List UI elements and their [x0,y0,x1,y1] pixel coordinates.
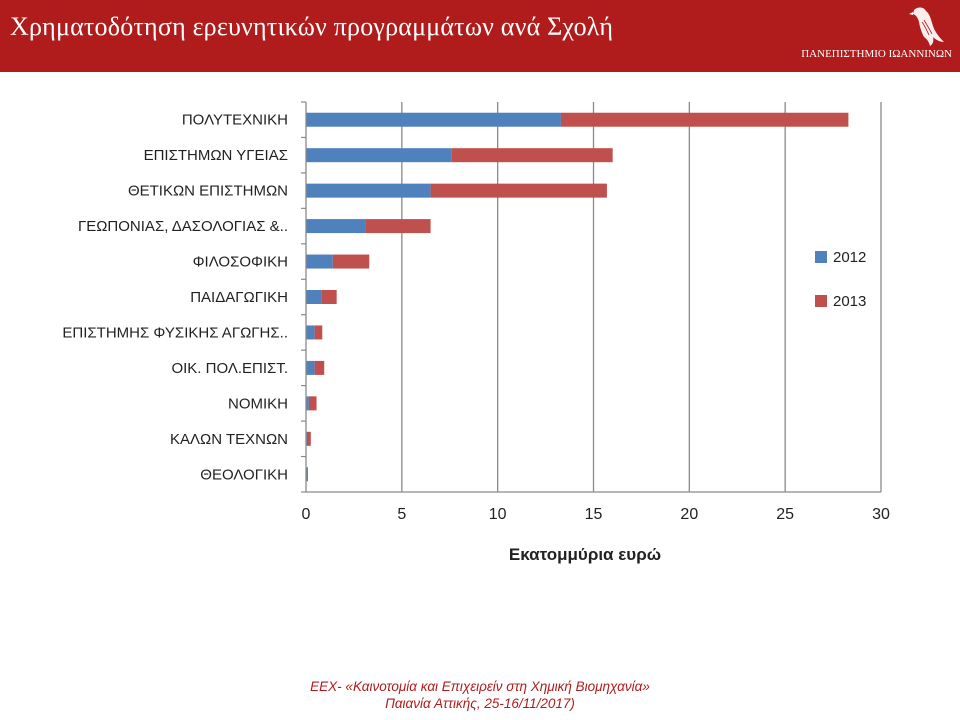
footer-event-title: ΕΕΧ- «Καινοτομία και Επιχειρείν στη Χημι… [310,679,650,694]
bar-2013-6 [314,325,323,340]
bar-2012-8 [306,396,309,411]
bar-2013-2 [430,183,607,198]
bar-2013-0 [560,112,849,127]
legend-swatch-2013 [815,295,827,307]
bar-2012-2 [306,183,431,198]
category-label-6: ΕΠΙΣΤΗΜΗΣ ΦΥΣΙΚΗΣ ΑΓΩΓΗΣ.. [62,324,288,341]
bar-2012-0 [306,112,561,127]
bar-2013-5 [321,290,337,304]
eagle-logo-icon [909,7,944,47]
legend: 2012 2013 [815,249,866,310]
x-tick-label-5: 5 [397,506,406,523]
legend-label-2012: 2012 [833,249,866,266]
x-axis-title: Εκατομμύρια ευρώ [509,545,661,564]
bar-2012-4 [306,254,333,269]
x-tick-label-30: 30 [872,506,890,523]
bar-2012-1 [306,148,452,163]
category-label-2: ΘΕΤΙΚΩΝ ΕΠΙΣΤΗΜΩΝ [128,183,288,200]
category-labels: ΠΟΛΥΤΕΧΝΙΚΗ ΕΠΙΣΤΗΜΩΝ ΥΓΕΙΑΣ ΘΕΤΙΚΩΝ ΕΠΙΣΤ… [62,112,288,484]
bar-2013-9 [306,431,311,446]
university-name: ΠΑΝΕΠΙΣΤΗΜΙΟ ΙΩΑΝΝΙΝΩΝ [801,48,952,60]
category-label-7: ΟΙΚ. ΠΟΛ.ΕΠΙΣΤ. [171,360,288,377]
x-tick-label-10: 10 [489,506,507,523]
category-label-4: ΦΙΛΟΣΟΦΙΚΗ [193,254,288,271]
bar-2013-4 [332,254,370,269]
x-tick-labels: 0 5 10 15 20 25 30 [302,506,890,523]
bar-2013-1 [451,148,613,163]
category-label-1: ΕΠΙΣΤΗΜΩΝ ΥΓΕΙΑΣ [144,147,288,164]
legend-swatch-2012 [815,251,827,263]
category-label-5: ΠΑΙΔΑΓΩΓΙΚΗ [190,289,288,306]
bar-2012-3 [306,219,366,234]
axes [301,101,881,493]
x-tick-label-0: 0 [302,506,311,523]
bar-2012-5 [306,290,322,304]
footer: ΕΕΧ- «Καινοτομία και Επιχειρείν στη Χημι… [0,678,960,712]
x-tick-label-25: 25 [776,506,794,523]
footer-event-location: Παιανία Αττικής, 25-16/11/2017) [385,696,575,711]
page-title: Χρηματοδότηση ερευνητικών προγραμμάτων α… [10,12,614,41]
category-label-9: ΚΑΛΩΝ ΤΕΧΝΩΝ [170,431,288,448]
category-label-8: ΝΟΜΙΚΗ [228,395,288,412]
x-tick-label-15: 15 [585,506,603,523]
bar-2013-3 [365,219,431,234]
bar-2013-10 [306,467,308,482]
x-tick-label-20: 20 [680,506,698,523]
bars [306,112,849,482]
category-label-3: ΓΕΩΠΟΝΙΑΣ, ΔΑΣΟΛΟΓΙΑΣ &.. [78,218,288,235]
bar-2012-6 [306,325,315,340]
bar-2013-7 [314,360,325,375]
category-label-0: ΠΟΛΥΤΕΧΝΙΚΗ [182,112,288,129]
stacked-bar-chart: ΠΟΛΥΤΕΧΝΙΚΗ ΕΠΙΣΤΗΜΩΝ ΥΓΕΙΑΣ ΘΕΤΙΚΩΝ ΕΠΙΣΤ… [62,101,890,564]
bar-2012-7 [306,360,315,375]
legend-label-2013: 2013 [833,293,866,310]
bar-2013-8 [308,396,317,411]
category-label-10: ΘΕΟΛΟΓΙΚΗ [200,466,288,483]
header-bar: Χρηματοδότηση ερευνητικών προγραμμάτων α… [0,0,960,72]
grid-lines [401,102,882,492]
